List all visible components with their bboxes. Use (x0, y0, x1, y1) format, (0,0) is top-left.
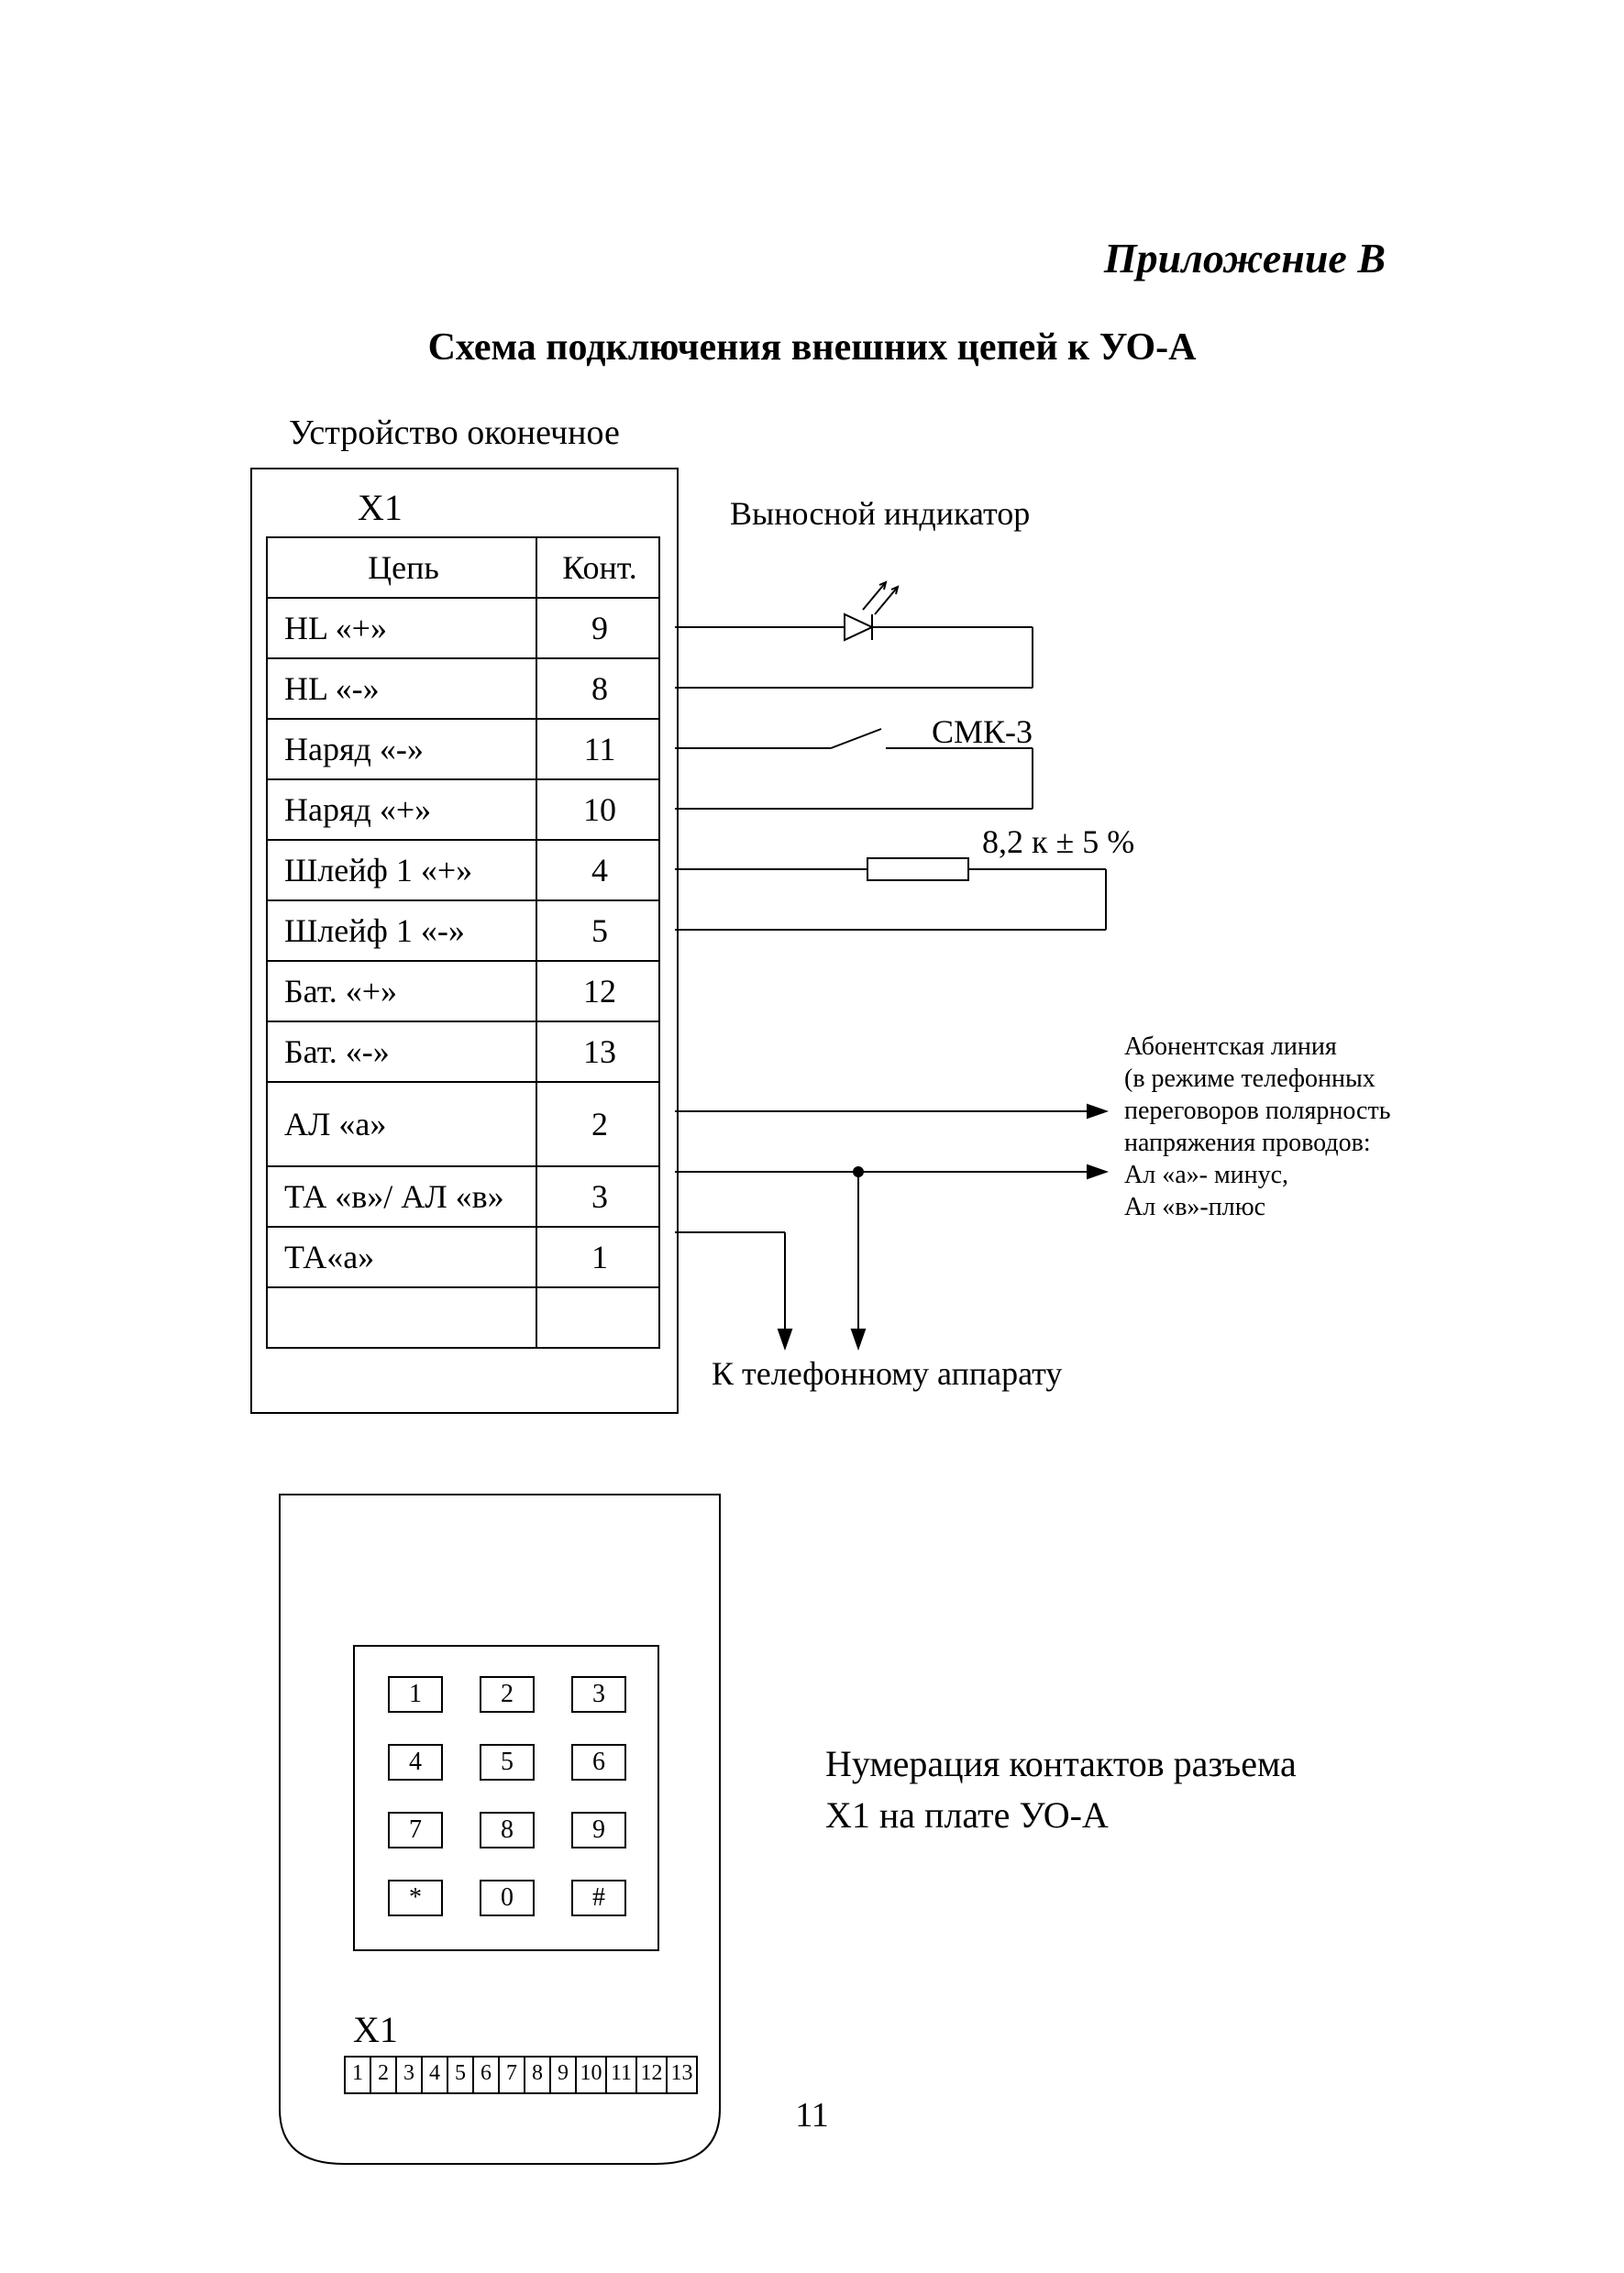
keypad-key: 7 (388, 1812, 443, 1848)
table-row: Бат. «+»12 (267, 961, 659, 1021)
circuit-cell (267, 1287, 536, 1348)
connector-pin: 2 (371, 2058, 397, 2092)
pin-cell: 1 (536, 1227, 659, 1287)
keypad-key: 6 (571, 1744, 626, 1781)
keypad-key: 4 (388, 1744, 443, 1781)
table-row: Шлейф 1 «+»4 (267, 840, 659, 900)
table-row: АЛ «а»2 (267, 1082, 659, 1166)
table-row: Наряд «+»10 (267, 779, 659, 840)
circuit-cell: Бат. «-» (267, 1021, 536, 1082)
connector-pin: 8 (525, 2058, 551, 2092)
table-row: Шлейф 1 «-»5 (267, 900, 659, 961)
circuit-cell: Наряд «+» (267, 779, 536, 840)
keypad-key: 0 (480, 1880, 535, 1916)
table-row: Наряд «-»11 (267, 719, 659, 779)
pin-cell: 9 (536, 598, 659, 658)
pin-cell: 11 (536, 719, 659, 779)
circuit-cell: ТА «в»/ АЛ «в» (267, 1166, 536, 1227)
circuit-cell: Бат. «+» (267, 961, 536, 1021)
pin-cell: 8 (536, 658, 659, 719)
table-row: HL «-»8 (267, 658, 659, 719)
page-number: 11 (0, 2095, 1624, 2135)
connector-pin: 9 (551, 2058, 577, 2092)
device-label: Устройство оконечное (289, 413, 620, 453)
resistor-label: 8,2 к ± 5 % (982, 823, 1134, 860)
schematic-svg: Выносной индикатор СМК-3 8,2 к ± 5 % Або… (675, 468, 1500, 1476)
circuit-cell: Шлейф 1 «-» (267, 900, 536, 961)
pin-legend-line-1: X1 на плате УО-А (825, 1790, 1297, 1841)
circuit-cell: HL «-» (267, 658, 536, 719)
circuit-cell: ТА«а» (267, 1227, 536, 1287)
keypad-key: 2 (480, 1676, 535, 1713)
pin-row: 12345678910111213 (344, 2056, 698, 2094)
table-row: ТА «в»/ АЛ «в»3 (267, 1166, 659, 1227)
pin-cell: 10 (536, 779, 659, 840)
keypad-key: * (388, 1880, 443, 1916)
connector-pin: 12 (637, 2058, 668, 2092)
table-row (267, 1287, 659, 1348)
keypad-key: # (571, 1880, 626, 1916)
connector-pin: 4 (423, 2058, 448, 2092)
subline-3: напряжения проводов: (1124, 1129, 1371, 1157)
circuit-cell: HL «+» (267, 598, 536, 658)
keypad-key: 5 (480, 1744, 535, 1781)
connector-pin: 6 (474, 2058, 500, 2092)
pin-cell: 12 (536, 961, 659, 1021)
connector-pin: 13 (668, 2058, 696, 2092)
subline-0: Абонентская линия (1124, 1032, 1337, 1061)
subline-4: Ал «а»- минус, (1124, 1161, 1288, 1189)
keypad-key: 3 (571, 1676, 626, 1713)
pin-cell: 5 (536, 900, 659, 961)
circuit-cell: Шлейф 1 «+» (267, 840, 536, 900)
connector-pin: 5 (448, 2058, 474, 2092)
keypad-box: 123456789*0# (353, 1645, 659, 1951)
pin-cell: 2 (536, 1082, 659, 1166)
circuit-cell: Наряд «-» (267, 719, 536, 779)
connector-pin: 10 (577, 2058, 607, 2092)
to-phone-label: К телефонному аппарату (712, 1355, 1062, 1392)
pin-legend: Нумерация контактов разъема X1 на плате … (825, 1738, 1297, 1841)
connector-pin: 11 (607, 2058, 637, 2092)
connector-pin: 7 (500, 2058, 525, 2092)
connection-table: Цепь Конт. HL «+»9HL «-»8Наряд «-»11Наря… (266, 536, 660, 1349)
x1-label-upper: X1 (358, 486, 403, 529)
smk-label: СМК-3 (932, 713, 1033, 750)
pin-cell: 3 (536, 1166, 659, 1227)
pin-legend-line-0: Нумерация контактов разъема (825, 1738, 1297, 1790)
keypad-key: 8 (480, 1812, 535, 1848)
subline-2: переговоров полярность (1124, 1097, 1390, 1125)
table-row: ТА«а»1 (267, 1227, 659, 1287)
table-row: Бат. «-»13 (267, 1021, 659, 1082)
connector-pin: 1 (346, 2058, 371, 2092)
table-row: HL «+»9 (267, 598, 659, 658)
pin-cell (536, 1287, 659, 1348)
device-panel: 123456789*0# X1 12345678910111213 (271, 1485, 729, 2182)
connector-pin: 3 (397, 2058, 423, 2092)
header-circuit: Цепь (267, 537, 536, 598)
appendix-title: Приложение В (1104, 234, 1386, 282)
indicator-label: Выносной индикатор (730, 495, 1030, 532)
main-title: Схема подключения внешних цепей к УО-А (0, 326, 1624, 370)
x1-label-lower: X1 (353, 2008, 398, 2051)
keypad-key: 1 (388, 1676, 443, 1713)
keypad-key: 9 (571, 1812, 626, 1848)
subline-5: Ал «в»-плюс (1124, 1193, 1265, 1221)
pin-cell: 13 (536, 1021, 659, 1082)
subline-1: (в режиме телефонных (1124, 1065, 1375, 1093)
circuit-cell: АЛ «а» (267, 1082, 536, 1166)
pin-cell: 4 (536, 840, 659, 900)
header-pin: Конт. (536, 537, 659, 598)
